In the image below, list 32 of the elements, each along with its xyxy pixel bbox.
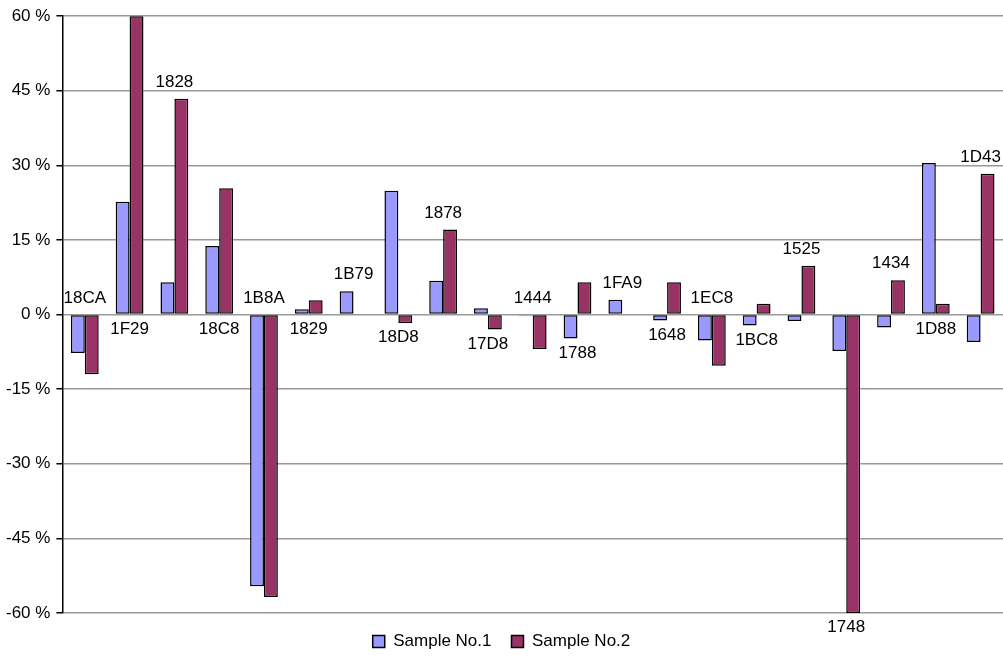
x-tick-label: 1878: [424, 202, 463, 222]
x-tick-label: 1788: [558, 342, 597, 362]
x-tick-label: 1525: [782, 239, 821, 259]
x-tick-label: 17D8: [467, 333, 509, 353]
x-tick-label: 1BC8: [735, 329, 778, 349]
x-tick-label: 1748: [827, 617, 866, 637]
x-tick-label: 1B8A: [243, 287, 286, 307]
x-tick-label: 18CA: [63, 287, 107, 307]
x-tick-label: 1D43: [960, 147, 1001, 167]
y-tick-label: -30 %: [5, 453, 51, 473]
y-tick-label: -60 %: [5, 602, 51, 622]
y-tick-label: -15 %: [5, 378, 51, 398]
y-tick-label: 45 %: [11, 80, 51, 100]
x-tick-label: 18D8: [378, 327, 419, 347]
y-tick-label: 15 %: [11, 229, 51, 249]
y-tick-label: -45 %: [5, 528, 51, 548]
x-tick-label: 1FA9: [602, 272, 643, 292]
x-tick-label: 1434: [872, 253, 910, 273]
x-tick-label: 18C8: [198, 318, 240, 338]
x-tick-label: 1EC8: [690, 287, 734, 307]
legend-label: Sample No.2: [532, 631, 631, 651]
x-tick-label: 1F29: [110, 318, 149, 338]
y-tick-label: 60 %: [11, 5, 51, 25]
x-tick-label: 1828: [155, 71, 194, 91]
legend-label: Sample No.1: [393, 631, 492, 651]
x-tick-label: 1B79: [333, 264, 374, 284]
x-tick-label: 1648: [648, 324, 686, 344]
x-tick-label: 1444: [513, 287, 552, 307]
x-tick-label: 1829: [289, 318, 328, 338]
x-tick-label: 1D88: [915, 318, 957, 338]
y-tick-label: 0 %: [21, 304, 51, 324]
y-tick-label: 30 %: [11, 155, 51, 175]
